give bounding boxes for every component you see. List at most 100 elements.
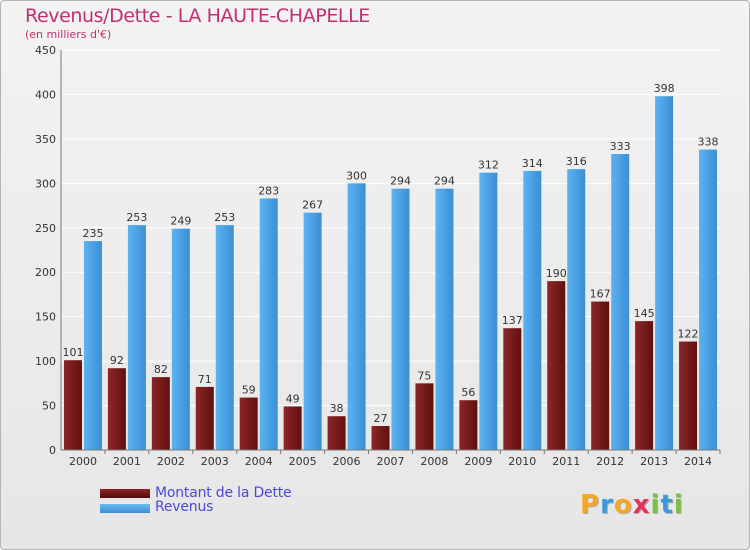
x-tick-label: 2004 (245, 455, 273, 468)
bar-revenus (215, 225, 234, 450)
data-label-revenus: 338 (698, 136, 719, 149)
bar-revenus (611, 154, 630, 450)
data-label-dette: 167 (590, 288, 611, 301)
x-tick-label: 2001 (113, 455, 141, 468)
x-tick-label: 2013 (640, 455, 668, 468)
data-label-dette: 145 (634, 307, 655, 320)
x-tick-label: 2000 (69, 455, 97, 468)
bar-revenus (127, 225, 146, 450)
y-tick-label: 350 (35, 133, 56, 146)
data-label-dette: 137 (502, 314, 523, 327)
data-label-revenus: 314 (522, 157, 543, 170)
y-tick-label: 250 (35, 222, 56, 235)
data-labels: 101 235 92 253 82 249 71 253 59 283 49 267 38 300 27 29… (62, 82, 718, 425)
data-label-revenus: 253 (214, 211, 235, 224)
bar-dette (591, 301, 610, 450)
bar-dette (63, 360, 82, 450)
data-label-dette: 82 (154, 363, 168, 376)
bar-dette (547, 281, 566, 450)
data-label-revenus: 235 (82, 227, 103, 240)
data-label-revenus: 333 (610, 140, 631, 153)
proxiti-logo: Proxiti (580, 490, 684, 520)
bars (63, 96, 718, 451)
data-label-revenus: 267 (302, 199, 323, 212)
bar-dette (195, 386, 214, 450)
data-label-revenus: 294 (434, 175, 455, 188)
data-label-revenus: 249 (170, 215, 191, 228)
data-label-revenus: 316 (566, 155, 587, 168)
bar-revenus (83, 241, 102, 450)
data-label-revenus: 300 (346, 169, 367, 182)
y-tick-label: 200 (35, 266, 56, 279)
data-label-dette: 27 (374, 412, 388, 425)
logo-letter: t (660, 490, 674, 520)
bar-dette (283, 406, 302, 450)
logo-letter: r (600, 490, 614, 520)
bar-revenus (391, 188, 410, 450)
bar-dette (415, 383, 434, 450)
x-tick-label: 2003 (201, 455, 229, 468)
x-tick-label: 2009 (464, 455, 492, 468)
bar-revenus (171, 228, 190, 450)
chart-subtitle: (en milliers d'€) (25, 28, 112, 41)
data-label-dette: 122 (678, 328, 699, 341)
data-label-dette: 71 (198, 373, 212, 386)
y-tick-label: 450 (35, 44, 56, 57)
bar-revenus (523, 170, 542, 450)
y-tick-label: 300 (35, 177, 56, 190)
bar-revenus (655, 96, 674, 450)
bar-dette (239, 397, 258, 450)
x-tick-label: 2011 (552, 455, 580, 468)
logo-letter: x (632, 490, 651, 520)
x-tick-label: 2007 (377, 455, 405, 468)
logo-letter: i (650, 490, 661, 520)
bar-revenus (303, 212, 322, 450)
data-label-dette: 75 (417, 369, 431, 382)
x-tick-label: 2006 (333, 455, 361, 468)
logo-letter: o (613, 490, 633, 520)
chart-title: Revenus/Dette - LA HAUTE-CHAPELLE (25, 5, 370, 27)
bar-dette (107, 368, 126, 450)
x-tick-label: 2014 (684, 455, 712, 468)
logo-letter: i (673, 490, 684, 520)
data-label-revenus: 283 (258, 184, 279, 197)
data-label-dette: 59 (242, 384, 256, 397)
data-label-dette: 190 (546, 267, 567, 280)
legend-label-revenus: Revenus (155, 499, 214, 515)
y-tick-label: 100 (35, 355, 56, 368)
data-label-dette: 49 (286, 392, 300, 405)
legend-swatch-revenus (100, 504, 150, 513)
bar-dette (327, 416, 346, 450)
bar-dette (459, 400, 478, 450)
bar-revenus (259, 198, 278, 450)
bar-revenus (699, 149, 718, 451)
data-label-revenus: 294 (390, 175, 411, 188)
bar-dette (679, 341, 698, 450)
data-label-revenus: 253 (126, 211, 147, 224)
bar-revenus (479, 172, 498, 450)
data-label-revenus: 398 (654, 82, 675, 95)
x-tick-label: 2008 (420, 455, 448, 468)
grid-lines (61, 49, 720, 451)
data-label-dette: 38 (330, 402, 344, 415)
bar-dette (371, 426, 390, 450)
bar-revenus (567, 169, 586, 450)
axes: 0 50 100 150 200 250 300 350 400 450 2000 2001 2002 2… (35, 44, 721, 468)
legend-swatch-dette (100, 489, 150, 498)
bar-dette (151, 377, 170, 450)
bar-dette (635, 321, 654, 450)
data-label-dette: 92 (110, 354, 124, 367)
data-label-revenus: 312 (478, 159, 499, 172)
x-tick-label: 2010 (508, 455, 536, 468)
y-tick-label: 0 (49, 444, 56, 457)
x-tick-label: 2002 (157, 455, 185, 468)
y-tick-label: 150 (35, 311, 56, 324)
y-tick-label: 50 (42, 400, 56, 413)
data-label-dette: 56 (461, 386, 475, 399)
logo-letter: P (580, 490, 601, 520)
x-tick-label: 2005 (289, 455, 317, 468)
data-label-dette: 101 (62, 346, 83, 359)
bar-dette (503, 328, 522, 450)
bar-revenus (435, 188, 454, 450)
